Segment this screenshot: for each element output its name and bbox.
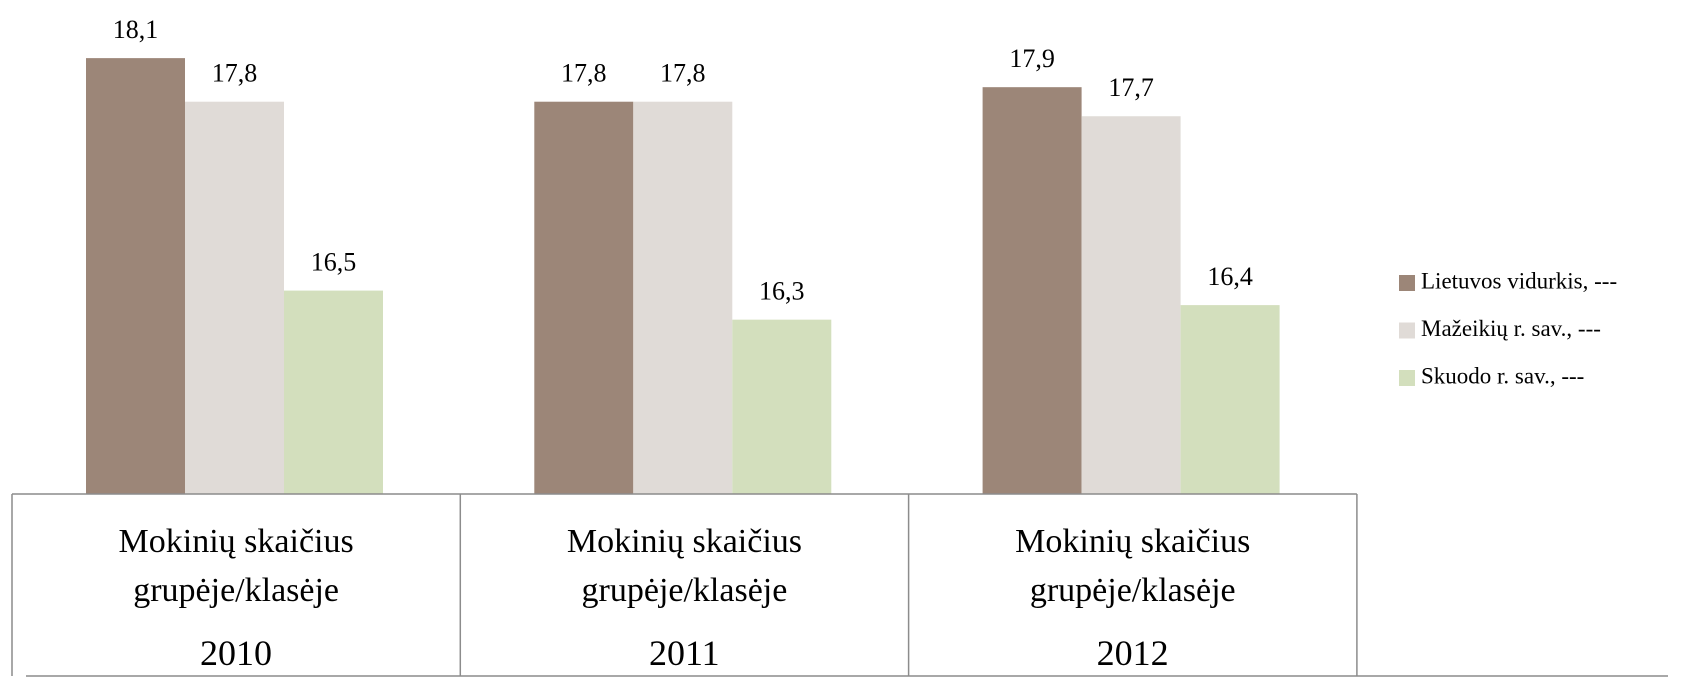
- value-label: 17,9: [1009, 44, 1055, 73]
- bar: [185, 101, 284, 495]
- x-tick-label: Mokinių skaičius grupėje/klasėje: [566, 523, 803, 609]
- value-label: 16,3: [759, 277, 805, 306]
- value-label: 16,4: [1207, 262, 1253, 291]
- legend-swatch: [1399, 370, 1415, 386]
- x-tick-label: Mokinių skaičius grupėje/klasėje: [1015, 523, 1251, 609]
- legend-swatch: [1399, 322, 1415, 339]
- bar: [86, 58, 185, 494]
- legend-label: Lietuvos vidurkis, ---: [1421, 268, 1617, 293]
- bar: [1180, 305, 1280, 494]
- value-label: 17,8: [561, 59, 607, 88]
- bar: [732, 319, 832, 494]
- value-label: 17,8: [212, 59, 258, 88]
- value-label: 17,8: [660, 59, 706, 88]
- legend-label: Skuodo r. sav., ---: [1421, 363, 1584, 388]
- x-group-label: 2010: [200, 633, 272, 673]
- value-label: 18,1: [113, 15, 159, 44]
- bar: [633, 101, 733, 495]
- bar: [534, 101, 634, 495]
- bar: [982, 87, 1082, 495]
- value-label: 16,5: [311, 248, 357, 277]
- legend-label: Mažeikių r. sav., ---: [1421, 316, 1601, 341]
- x-tick-label: Mokinių skaičius grupėje/klasėje: [118, 523, 354, 609]
- x-group-label: 2012: [1096, 633, 1169, 673]
- x-group-label: 2011: [648, 633, 720, 673]
- bar: [284, 290, 383, 494]
- legend-swatch: [1399, 275, 1415, 291]
- value-label: 17,7: [1108, 73, 1154, 102]
- bar: [1081, 116, 1181, 494]
